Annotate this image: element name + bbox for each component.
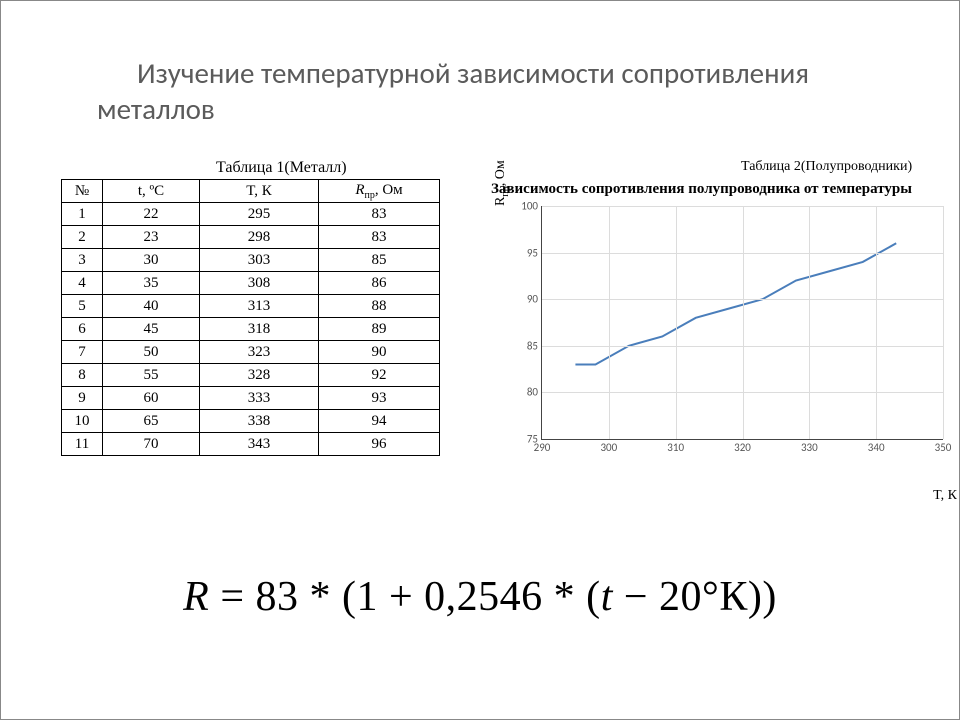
title-text: Изучение температурной зависимости сопро… [97,55,809,127]
table-cell: 23 [103,226,200,249]
table-cell: 10 [62,410,103,433]
table-cell: 11 [62,433,103,456]
chart-x-tick-label: 290 [534,441,551,454]
table-cell: 65 [103,410,200,433]
table-row: 12229583 [62,203,440,226]
table1-caption: Таблица 1(Металл) [216,159,347,177]
table-cell: 313 [200,295,319,318]
chart-x-tick-label: 300 [600,441,617,454]
data-table: № t, ºC T, К Rпр, Ом 1222958322329883330… [61,179,440,456]
table-cell: 30 [103,249,200,272]
table-cell: 323 [200,341,319,364]
table-row: 96033393 [62,387,440,410]
table-cell: 1 [62,203,103,226]
table-cell: 333 [200,387,319,410]
table-cell: 4 [62,272,103,295]
table-cell: 92 [319,364,440,387]
table2-caption: Таблица 2(Полупроводники) [741,159,912,175]
col-temp-k: T, К [200,180,319,203]
col-index: № [62,180,103,203]
table-cell: 5 [62,295,103,318]
page-title: Изучение температурной зависимости сопро… [97,55,877,128]
table-row: 64531889 [62,318,440,341]
table-cell: 2 [62,226,103,249]
table-header-row: № t, ºC T, К Rпр, Ом [62,180,440,203]
table-row: 54031388 [62,295,440,318]
table-cell: 90 [319,341,440,364]
chart-y-tick-label: 95 [527,246,538,259]
col-resist: Rпр, Ом [319,180,440,203]
table-cell: 298 [200,226,319,249]
table-cell: 60 [103,387,200,410]
table-cell: 308 [200,272,319,295]
chart-x-tick-label: 320 [734,441,751,454]
table-cell: 89 [319,318,440,341]
table1: № t, ºC T, К Rпр, Ом 1222958322329883330… [61,179,440,456]
table-row: 85532892 [62,364,440,387]
table-cell: 303 [200,249,319,272]
formula: R = 83 * (1 + 0,2546 * (t − 20°К)) [1,573,959,621]
table-cell: 85 [319,249,440,272]
chart-y-tick-label: 100 [521,200,538,213]
table-row: 22329883 [62,226,440,249]
chart-y-tick-label: 85 [527,339,538,352]
table-cell: 3 [62,249,103,272]
chart-y-axis-label: Rпр, Ом [493,160,511,206]
table-cell: 6 [62,318,103,341]
table-cell: 88 [319,295,440,318]
table-cell: 343 [200,433,319,456]
table-cell: 83 [319,226,440,249]
chart-x-axis-label: T, К [933,488,957,504]
table-cell: 9 [62,387,103,410]
chart-x-tick-label: 350 [935,441,952,454]
chart-title: Зависимость сопротивления полупроводника… [491,181,960,198]
table-row: 33030385 [62,249,440,272]
chart-y-tick-label: 80 [527,386,538,399]
table-row: 117034396 [62,433,440,456]
table-cell: 7 [62,341,103,364]
table-cell: 55 [103,364,200,387]
table-cell: 22 [103,203,200,226]
table-cell: 96 [319,433,440,456]
chart-y-tick-label: 90 [527,293,538,306]
table-cell: 70 [103,433,200,456]
resistance-chart: Rпр, Ом 75808590951002903003103203303403… [517,206,947,466]
table-cell: 35 [103,272,200,295]
table-cell: 94 [319,410,440,433]
chart-x-tick-label: 310 [667,441,684,454]
table-cell: 338 [200,410,319,433]
table-cell: 86 [319,272,440,295]
chart-plot-area: 7580859095100290300310320330340350 [541,206,943,440]
slide: Изучение температурной зависимости сопро… [0,0,960,720]
table-cell: 83 [319,203,440,226]
table-cell: 50 [103,341,200,364]
table-row: 75032390 [62,341,440,364]
table-cell: 318 [200,318,319,341]
table-cell: 8 [62,364,103,387]
table-cell: 93 [319,387,440,410]
table-row: 106533894 [62,410,440,433]
table-cell: 45 [103,318,200,341]
chart-x-tick-label: 340 [868,441,885,454]
table-cell: 40 [103,295,200,318]
table-body: 1222958322329883330303854353088654031388… [62,203,440,456]
col-temp-c: t, ºC [103,180,200,203]
chart-x-tick-label: 330 [801,441,818,454]
table-row: 43530886 [62,272,440,295]
table-cell: 328 [200,364,319,387]
table-cell: 295 [200,203,319,226]
